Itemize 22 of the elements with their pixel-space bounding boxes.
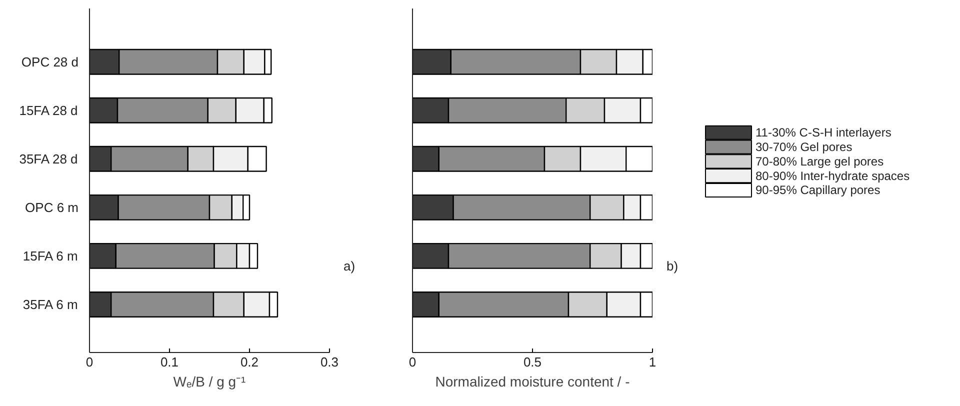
y-tick-label: OPC 28 d	[21, 54, 79, 70]
x-tick-label: 0.1	[160, 354, 179, 370]
x-axis-title: Wₑ/B / g g⁻¹	[173, 374, 246, 390]
y-tick-label: 35FA 6 m	[22, 296, 78, 312]
y-tick-label: 15FA 6 m	[22, 248, 78, 264]
text: b)	[666, 258, 678, 274]
legend-label: 11-30% C-S-H interlayers	[756, 126, 892, 140]
text: a)	[344, 258, 356, 274]
x-tick-label: 0.5	[523, 354, 542, 370]
x-axis-title: Normalized moisture content / -	[435, 374, 630, 390]
y-tick-label: OPC 6 m	[25, 200, 79, 215]
x-tick-label: 0.2	[240, 354, 259, 370]
legend-label: 90-95% Capillary pores	[756, 183, 880, 198]
x-tick-label: 0	[408, 354, 416, 370]
x-tick-label: 1	[648, 354, 656, 370]
legend-label: 70-80% Large gel pores	[756, 154, 884, 168]
y-tick-label: 35FA 28 d	[19, 151, 78, 166]
legend-label: 80-90% Inter-hydrate spaces	[756, 168, 910, 183]
x-tick-label: 0	[86, 354, 94, 370]
y-tick-label: 15FA 28 d	[19, 102, 78, 118]
legend-label: 30-70% Gel pores	[756, 140, 852, 154]
x-tick-label: 0.3	[320, 354, 339, 370]
